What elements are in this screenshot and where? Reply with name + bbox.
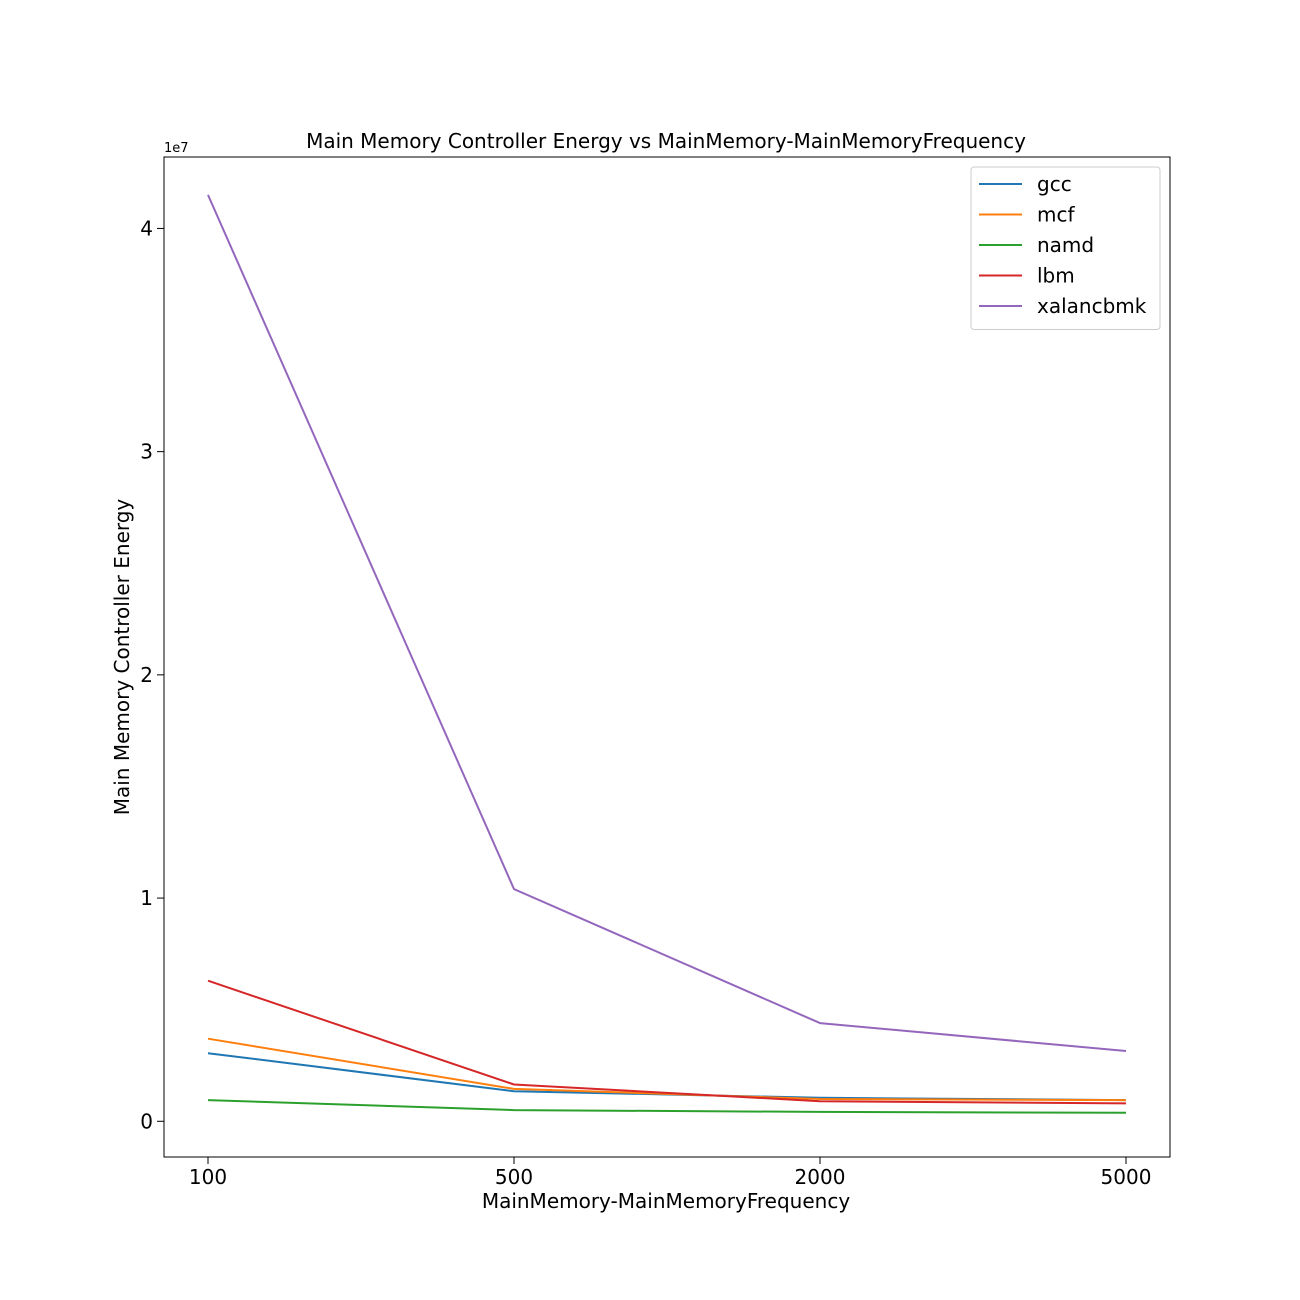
- y-tick-label: 2: [140, 663, 153, 687]
- legend-label-mcf: mcf: [1037, 203, 1075, 227]
- x-tick-label: 5000: [1101, 1165, 1152, 1189]
- x-tick-label: 500: [495, 1165, 533, 1189]
- x-tick-label: 100: [189, 1165, 227, 1189]
- y-tick-label: 3: [140, 440, 153, 464]
- series-line-mcf: [207, 1037, 1127, 1102]
- x-axis: 100 500 2000 5000: [189, 1157, 1152, 1189]
- legend-label-gcc: gcc: [1037, 172, 1072, 196]
- plot-frame: [163, 156, 1171, 1158]
- chart-title: Main Memory Controller Energy vs MainMem…: [306, 129, 1026, 153]
- x-tick-label: 2000: [795, 1165, 846, 1189]
- legend-label-namd: namd: [1037, 233, 1094, 257]
- y-axis: 0 1 2 3 4: [140, 216, 164, 1133]
- y-tick-label: 0: [140, 1109, 153, 1133]
- plot-series: [207, 194, 1127, 1114]
- y-axis-label: Main Memory Controller Energy: [110, 499, 134, 816]
- legend-box: [970, 166, 1161, 330]
- y-tick-label: 1: [140, 886, 153, 910]
- legend-label-lbm: lbm: [1037, 264, 1075, 288]
- legend-label-xalancbmk: xalancbmk: [1037, 294, 1147, 318]
- y-tick-label: 4: [140, 216, 153, 240]
- series-line-lbm: [207, 979, 1127, 1105]
- series-line-namd: [207, 1099, 1127, 1114]
- legend: gcc mcf namd lbm xalancbmk: [970, 166, 1161, 330]
- series-line-xalancbmk: [207, 194, 1127, 1052]
- y-axis-multiplier-label: 1e7: [164, 141, 189, 156]
- x-axis-label: MainMemory-MainMemoryFrequency: [482, 1189, 851, 1213]
